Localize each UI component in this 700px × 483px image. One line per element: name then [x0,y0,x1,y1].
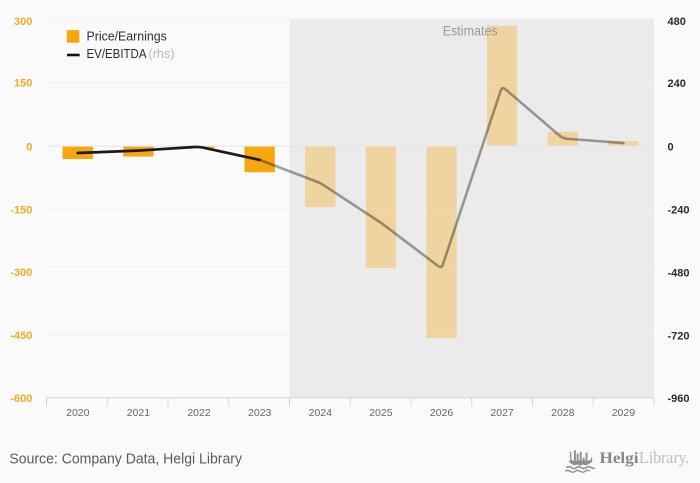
svg-text:300: 300 [14,16,32,28]
svg-text:150: 150 [14,78,32,90]
svg-text:240: 240 [668,78,686,90]
svg-text:-480: -480 [668,267,690,279]
svg-text:2021: 2021 [127,407,151,419]
svg-text:Helgi: Helgi [600,450,640,467]
svg-text:-450: -450 [10,330,32,342]
svg-text:(rhs): (rhs) [149,46,175,61]
svg-text:2020: 2020 [66,407,90,419]
svg-text:-720: -720 [668,330,690,342]
svg-text:Price/Earnings: Price/Earnings [87,28,168,43]
svg-text:-960: -960 [668,393,690,405]
svg-text:Estimates: Estimates [443,23,498,39]
svg-text:2028: 2028 [551,407,575,419]
svg-text:0: 0 [668,142,674,154]
svg-text:Source: Company Data, Helgi Li: Source: Company Data, Helgi Library [9,450,242,467]
svg-text:2026: 2026 [430,407,454,419]
svg-text:-300: -300 [10,267,32,279]
svg-text:2024: 2024 [309,407,333,419]
svg-text:-240: -240 [668,204,690,216]
svg-text:2027: 2027 [490,407,514,419]
svg-text:EV/EBITDA: EV/EBITDA [87,46,147,61]
svg-text:480: 480 [668,16,686,28]
svg-text:-600: -600 [10,393,32,405]
svg-text:0: 0 [26,141,32,153]
svg-text:2025: 2025 [369,407,393,419]
svg-text:-150: -150 [10,204,32,216]
svg-text:2022: 2022 [187,407,211,419]
svg-text:Library.: Library. [639,448,690,467]
svg-text:2029: 2029 [612,407,636,419]
svg-text:2023: 2023 [248,407,272,419]
